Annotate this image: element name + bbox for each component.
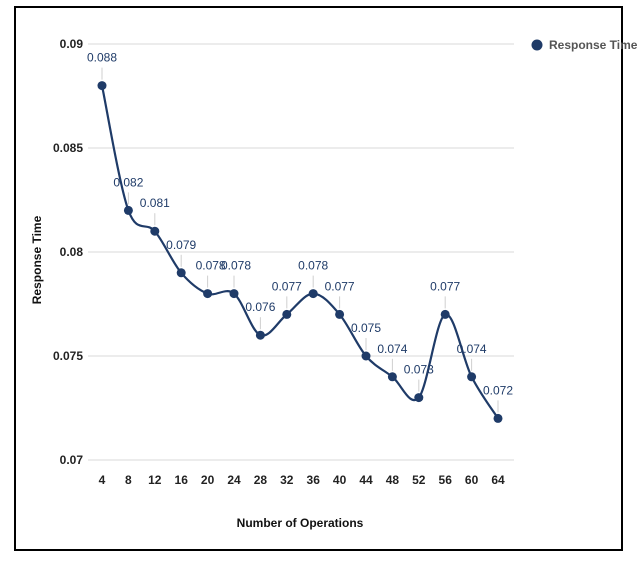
data-point — [255, 330, 265, 340]
x-tick-label: 20 — [201, 473, 215, 487]
data-label: 0.074 — [457, 342, 487, 356]
data-point — [203, 289, 213, 299]
x-tick-label: 44 — [359, 473, 373, 487]
series-layer — [100, 85, 499, 419]
data-point — [493, 413, 503, 423]
data-points — [97, 81, 503, 423]
x-tick-label: 24 — [227, 473, 241, 487]
data-point — [123, 205, 133, 215]
x-tick-label: 12 — [148, 473, 162, 487]
x-tick-label: 56 — [439, 473, 453, 487]
data-point — [467, 372, 477, 382]
data-label: 0.075 — [351, 321, 381, 335]
data-label: 0.078 — [298, 259, 328, 273]
x-tick-label: 36 — [307, 473, 321, 487]
data-point — [176, 268, 186, 278]
data-label: 0.078 — [196, 259, 226, 273]
y-tick-label: 0.085 — [53, 141, 83, 155]
x-tick-label: 16 — [175, 473, 189, 487]
data-point — [387, 372, 397, 382]
data-label: 0.081 — [140, 196, 170, 210]
data-label: 0.077 — [272, 279, 302, 293]
grid-lines — [88, 43, 514, 461]
data-point — [414, 393, 424, 403]
x-tick-label: 52 — [412, 473, 426, 487]
data-point — [335, 309, 345, 319]
y-axis-ticks: 0.07 0.075 0.08 0.085 0.09 — [53, 37, 83, 467]
y-tick-label: 0.09 — [60, 37, 84, 51]
data-point — [97, 81, 107, 91]
series-line-response-time — [100, 85, 499, 419]
data-label: 0.072 — [483, 383, 513, 397]
x-axis-ticks: 4 8 12 16 20 24 28 32 36 40 44 48 52 56 60 64 — [99, 473, 505, 487]
data-label: 0.073 — [404, 363, 434, 377]
data-label: 0.077 — [325, 279, 355, 293]
data-labels: 0.0880.0820.0810.0790.0780.0780.0760.077… — [87, 51, 513, 413]
data-label: 0.082 — [113, 175, 143, 189]
data-point — [308, 289, 318, 299]
y-tick-label: 0.08 — [60, 245, 84, 259]
x-tick-label: 8 — [125, 473, 132, 487]
x-tick-label: 4 — [99, 473, 106, 487]
y-tick-label: 0.07 — [60, 453, 84, 467]
data-point — [440, 309, 450, 319]
data-point — [361, 351, 371, 361]
x-tick-label: 32 — [280, 473, 294, 487]
data-label: 0.088 — [87, 51, 117, 65]
x-tick-label: 40 — [333, 473, 347, 487]
data-label: 0.076 — [245, 300, 275, 314]
legend-marker — [531, 39, 543, 51]
legend: Response Time — [531, 38, 638, 52]
data-label: 0.079 — [166, 238, 196, 252]
data-label: 0.074 — [377, 342, 407, 356]
y-axis-title: Response Time — [30, 215, 44, 304]
x-tick-label: 60 — [465, 473, 479, 487]
x-tick-label: 28 — [254, 473, 268, 487]
legend-label: Response Time — [549, 38, 638, 52]
x-tick-label: 64 — [491, 473, 505, 487]
x-axis-title: Number of Operations — [237, 516, 364, 530]
x-tick-label: 48 — [386, 473, 400, 487]
data-point — [150, 226, 160, 236]
data-label: 0.078 — [221, 259, 251, 273]
data-label: 0.077 — [430, 279, 460, 293]
data-point — [282, 309, 292, 319]
y-tick-label: 0.075 — [53, 349, 83, 363]
data-point — [229, 289, 239, 299]
